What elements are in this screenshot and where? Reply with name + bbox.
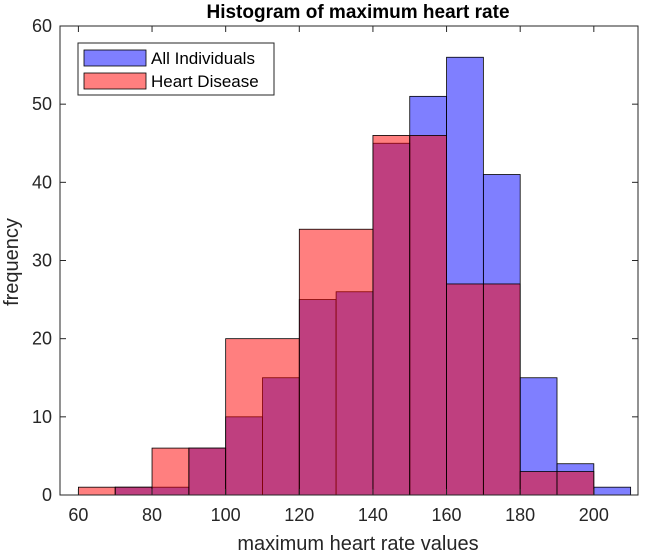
- x-tick-label: 160: [432, 505, 462, 525]
- bar-series0-13: [593, 486, 632, 496]
- legend-label: Heart Disease: [151, 72, 259, 91]
- x-axis-label: maximum heart rate values: [237, 533, 478, 552]
- y-tick-label: 40: [32, 172, 52, 192]
- x-tick-label: 180: [505, 505, 535, 525]
- bar-series1-5: [298, 228, 374, 496]
- axes-layer: 60 80 100 120 140 160 180 200 0 10 20 30 40 50 60: [32, 16, 639, 525]
- series-1: [78, 135, 595, 496]
- bar-series1-0: [78, 486, 116, 496]
- y-tick-label: 0: [42, 485, 52, 505]
- bar-series1-10: [519, 471, 558, 496]
- bar-series1-4: [225, 338, 300, 496]
- bar-series1-6: [372, 135, 411, 496]
- x-tick-label: 120: [284, 505, 314, 525]
- x-tick-label: 80: [142, 505, 162, 525]
- y-tick-label: 10: [32, 407, 52, 427]
- y-tick-label: 20: [32, 329, 52, 349]
- chart-title: Histogram of maximum heart rate: [206, 2, 509, 23]
- bar-series1-11: [556, 471, 595, 496]
- y-axis-label: frequency: [1, 218, 23, 306]
- legend-label: All Individuals: [151, 49, 255, 68]
- legend-swatch: [83, 49, 147, 67]
- x-tick-label: 100: [211, 505, 241, 525]
- bars-layer: [78, 56, 632, 496]
- y-tick-label: 60: [32, 16, 52, 36]
- bar-series1-1: [114, 486, 153, 496]
- bar-series1-8: [446, 283, 484, 496]
- x-tick-label: 60: [68, 505, 88, 525]
- bar-series1-2: [151, 447, 190, 496]
- legend: All Individuals Heart Disease: [77, 42, 275, 96]
- bar-series1-7: [409, 135, 447, 496]
- legend-swatch: [83, 72, 147, 90]
- bar-series1-3: [188, 447, 227, 496]
- bar-series1-9: [482, 283, 521, 496]
- y-tick-label: 50: [32, 94, 52, 114]
- x-tick-label: 200: [579, 505, 609, 525]
- x-tick-label: 140: [358, 505, 388, 525]
- y-tick-label: 30: [32, 251, 52, 271]
